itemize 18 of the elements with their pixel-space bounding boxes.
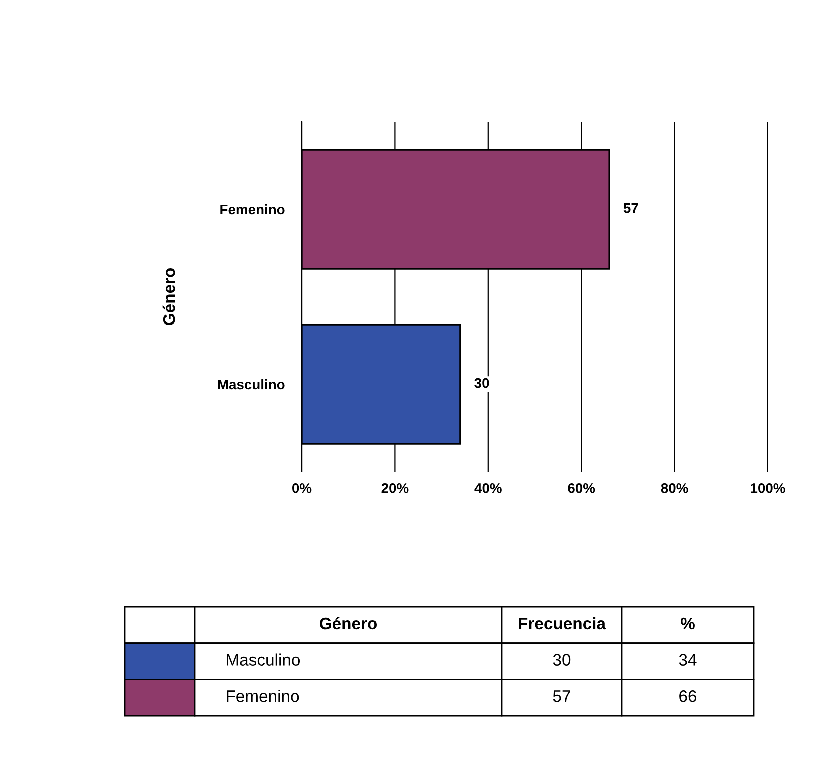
text: Género [320, 617, 378, 630]
x-tick-label: 40% [474, 483, 502, 494]
x-tick-label: 0% [292, 483, 312, 494]
x-tick-label: 80% [661, 483, 688, 494]
text: Masculino [227, 654, 300, 666]
text: 66 [680, 690, 697, 702]
annotation: 57 [624, 204, 638, 214]
text: 57 [553, 690, 570, 702]
x-tick-label: 60% [568, 483, 596, 494]
annotation: 30 [474, 378, 490, 388]
x-tick-label: 20% [382, 483, 409, 494]
text: Femenino [227, 690, 300, 702]
x-tick-label: 100% [751, 483, 786, 494]
text: Frecuencia [519, 617, 606, 630]
text: 34 [679, 654, 697, 666]
y-axis-title: Género [162, 268, 176, 326]
text: 30 [553, 654, 571, 666]
text: % [681, 618, 695, 630]
